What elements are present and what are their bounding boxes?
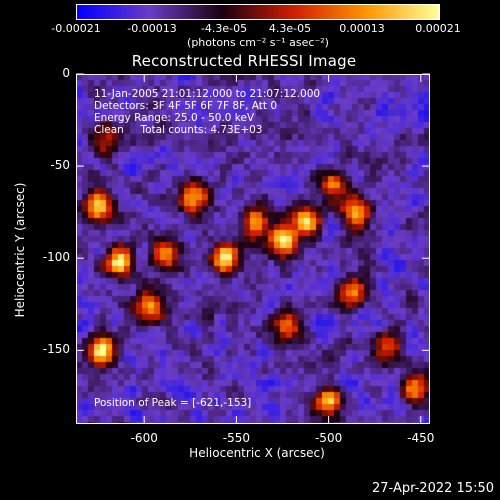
x-tick-label: -600 <box>130 431 158 445</box>
x-tick-label: -500 <box>314 431 343 445</box>
x-axis-label: Heliocentric X (arcsec) <box>189 446 325 460</box>
x-tick-label: -550 <box>222 431 251 445</box>
y-axis-label: Heliocentric Y (arcsec) <box>13 182 27 318</box>
chart-title: Reconstructed RHESSI Image <box>131 52 357 70</box>
annotation-peak-position: Position of Peak = [-621,-153] <box>94 397 252 409</box>
colorbar-tick-label: -0.00013 <box>127 22 177 35</box>
heatmap-image <box>76 74 430 424</box>
colorbar-unit-label: (photons cm⁻² s⁻¹ asec⁻²) <box>187 36 329 49</box>
y-tick-label: -100 <box>42 250 70 265</box>
y-tick-label: -50 <box>50 158 70 173</box>
annotation-time-range: 11-Jan-2005 21:01:12.000 to 21:07:12.000 <box>94 88 321 100</box>
colorbar-tick-label: 0.00013 <box>339 22 385 35</box>
x-tick-label: -450 <box>407 431 435 445</box>
colorbar-tick-label: 4.3e-05 <box>268 22 312 35</box>
y-tick-label: 0 <box>62 66 70 80</box>
annotation-energy-range: Energy Range: 25.0 - 50.0 keV <box>94 112 255 124</box>
annotation-clean-counts: Clean Total counts: 4.73E+03 <box>94 124 263 136</box>
colorbar-tick-label: -0.00021 <box>51 22 101 35</box>
y-tick-label: -150 <box>42 342 70 357</box>
colorbar-tick-label: 0.00021 <box>415 22 461 35</box>
annotation-detectors: Detectors: 3F 4F 5F 6F 7F 8F, Att 0 <box>94 100 278 112</box>
colorbar-tick-label: -4.3e-05 <box>200 22 248 35</box>
datestamp: 27-Apr-2022 15:50 <box>372 481 494 496</box>
colorbar <box>76 4 440 20</box>
